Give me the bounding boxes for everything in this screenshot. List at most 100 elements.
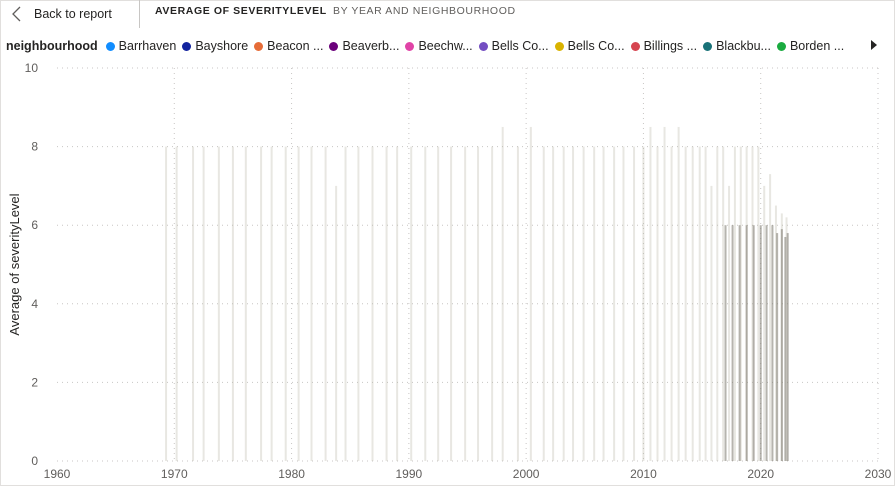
chevron-left-icon	[12, 6, 21, 21]
legend-item-label: Billings ...	[643, 39, 698, 53]
bar	[757, 146, 760, 461]
bar	[739, 146, 742, 461]
legend-item[interactable]: Barrhaven	[105, 39, 177, 53]
bar	[231, 146, 234, 461]
bar	[765, 225, 768, 461]
bar	[260, 146, 263, 461]
legend-marker-icon	[254, 41, 264, 51]
bar	[344, 146, 347, 461]
bar	[501, 126, 504, 461]
bar	[670, 146, 673, 461]
x-tick-label: 1960	[44, 467, 71, 481]
bar	[270, 146, 273, 461]
legend-item-label: Beechw...	[418, 39, 473, 53]
x-tick-label: 2020	[747, 467, 774, 481]
bar	[477, 146, 480, 461]
bar	[642, 146, 645, 461]
bar	[663, 126, 666, 461]
bar	[450, 146, 453, 461]
bar	[622, 146, 625, 461]
bar	[202, 146, 205, 461]
legend-item-label: Blackbu...	[716, 39, 771, 53]
bar	[165, 146, 168, 461]
legend-item[interactable]: Bells Co...	[554, 39, 625, 53]
y-tick-label: 4	[31, 297, 38, 311]
bar	[731, 225, 734, 461]
legend-item-label: Bells Co...	[567, 39, 625, 53]
legend-title: neighbourhood	[6, 39, 98, 53]
bar	[728, 185, 731, 461]
bar	[698, 146, 701, 461]
bar	[529, 126, 532, 461]
focus-mode-header: Back to report AVERAGE OF SEVERITYLEVEL …	[0, 0, 895, 28]
bar	[769, 174, 772, 462]
bar	[593, 146, 596, 461]
bar	[602, 146, 605, 461]
bar	[784, 236, 787, 461]
bar	[357, 146, 360, 461]
bar	[582, 146, 585, 461]
bar	[722, 146, 725, 461]
legend-marker-icon	[630, 41, 640, 51]
legend-marker-icon	[478, 41, 488, 51]
y-tick-label: 6	[31, 218, 38, 232]
visual-title: AVERAGE OF SEVERITYLEVEL	[155, 5, 327, 17]
legend-next-page-icon[interactable]	[871, 40, 877, 50]
legend-item-label: Beaverb...	[342, 39, 400, 53]
bar	[613, 146, 616, 461]
legend-item-label: Borden ...	[789, 39, 845, 53]
bar	[759, 225, 762, 461]
visual-subtitle: BY YEAR AND NEIGHBOURHOOD	[333, 5, 516, 17]
bar	[785, 217, 788, 461]
x-tick-label: 1970	[161, 467, 188, 481]
bar	[776, 233, 779, 461]
bar	[542, 146, 545, 461]
bar	[751, 146, 754, 461]
legend-item[interactable]: Bayshore	[182, 39, 248, 53]
x-tick-label: 2030	[865, 467, 892, 481]
bar	[763, 185, 766, 461]
bar	[738, 225, 741, 461]
legend-item-label: Barrhaven	[118, 39, 177, 53]
bar	[385, 146, 388, 461]
y-tick-label: 0	[31, 454, 38, 468]
legend-item-label: Bells Co...	[491, 39, 549, 53]
bar	[217, 146, 220, 461]
bar	[649, 126, 652, 461]
bar	[656, 146, 659, 461]
bar	[410, 146, 413, 461]
legend-item[interactable]: Borden ...	[776, 39, 845, 53]
bar	[633, 146, 636, 461]
bar	[175, 146, 178, 461]
legend-item[interactable]: Beechw...	[405, 39, 473, 53]
bar	[771, 225, 774, 461]
bar	[335, 185, 338, 461]
legend-item[interactable]: Blackbu...	[703, 39, 771, 53]
legend-item[interactable]: Bells Co...	[478, 39, 549, 53]
chart-legend: neighbourhood Barrhaven Bayshore Beacon ..…	[6, 37, 886, 55]
bar	[786, 233, 789, 461]
legend-item[interactable]: Beaverb...	[329, 39, 399, 53]
legend-item-label: Beacon ...	[267, 39, 324, 53]
legend-item-label: Bayshore	[195, 39, 249, 53]
x-tick-label: 1990	[396, 467, 423, 481]
bar	[724, 225, 727, 461]
back-to-report-button[interactable]: Back to report	[10, 0, 112, 27]
bar	[733, 146, 736, 461]
bar	[192, 146, 195, 461]
x-tick-label: 2000	[513, 467, 540, 481]
y-tick-label: 10	[25, 61, 39, 75]
bar	[516, 146, 519, 461]
y-axis-title: Average of severityLevel	[7, 193, 22, 335]
bar	[371, 146, 374, 461]
bar	[464, 146, 467, 461]
legend-item[interactable]: Beacon ...	[254, 39, 323, 53]
bar	[691, 146, 694, 461]
legend-item[interactable]: Billings ...	[630, 39, 698, 53]
legend-marker-icon	[405, 41, 415, 51]
x-tick-label: 2010	[630, 467, 657, 481]
bar	[437, 146, 440, 461]
bar	[396, 146, 399, 461]
bar	[424, 146, 427, 461]
legend-marker-icon	[703, 41, 713, 51]
